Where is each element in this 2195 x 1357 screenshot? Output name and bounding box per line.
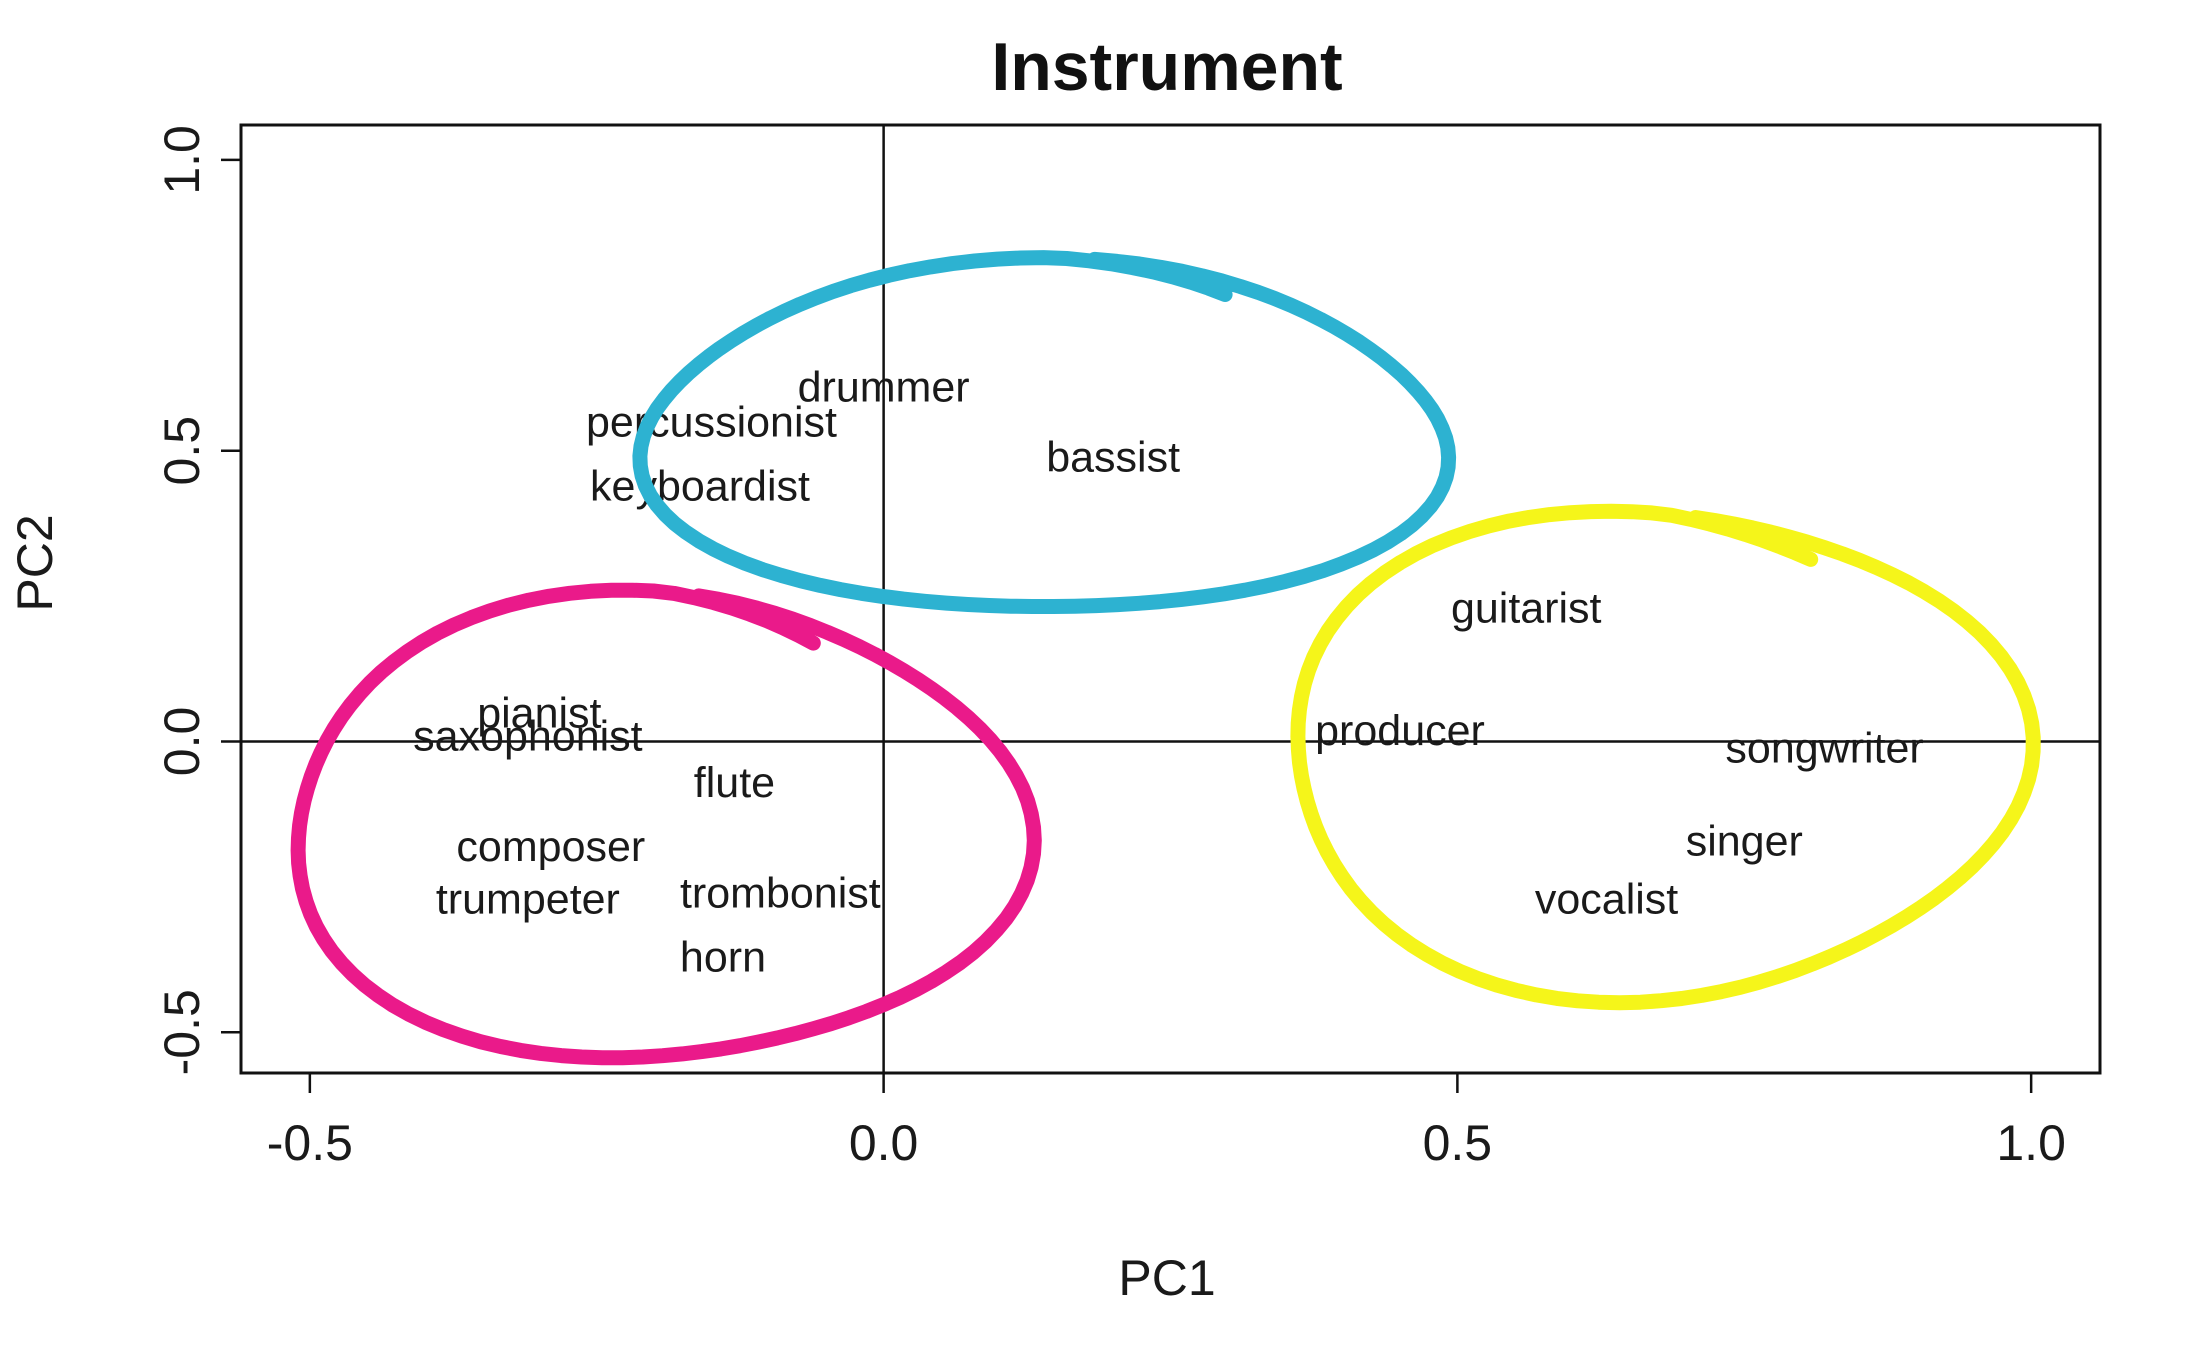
point-label-horn: horn: [680, 934, 766, 982]
point-label-drummer: drummer: [798, 364, 970, 412]
x-axis-label: PC1: [1118, 1250, 1215, 1306]
point-label-songwriter: songwriter: [1725, 724, 1923, 772]
point-label-percussionist: percussionist: [586, 399, 837, 447]
cluster-loop-2: [290, 582, 1042, 1066]
point-label-flute: flute: [694, 759, 775, 807]
y-tick-label: 1.0: [154, 125, 210, 195]
x-tick-label: -0.5: [267, 1115, 353, 1171]
y-tick-label: 0.0: [154, 707, 210, 777]
y-tick-label: 0.5: [154, 416, 210, 486]
chart-title: Instrument: [991, 29, 1342, 105]
point-label-producer: producer: [1315, 707, 1485, 755]
point-label-vocalist: vocalist: [1535, 876, 1678, 924]
point-label-saxophonist: saxophonist: [413, 713, 643, 761]
y-axis-label: PC2: [7, 514, 63, 611]
point-label-pianist: pianist: [477, 689, 601, 737]
cluster-loop-1: [632, 250, 1457, 614]
point-label-singer: singer: [1686, 817, 1803, 865]
point-label-composer: composer: [456, 823, 645, 871]
point-label-trombonist: trombonist: [680, 870, 881, 918]
cluster-annotations: [290, 250, 2041, 1066]
point-label-guitarist: guitarist: [1451, 585, 1602, 633]
point-label-bassist: bassist: [1046, 434, 1180, 482]
x-tick-label: 0.0: [849, 1115, 919, 1171]
x-tick-label: 1.0: [1996, 1115, 2066, 1171]
cluster-loop-3: [1290, 503, 2041, 1011]
point-label-keyboardist: keyboardist: [590, 463, 810, 511]
y-axis: -0.5 0.0 0.5 1.0: [154, 125, 243, 1075]
point-label-trumpeter: trumpeter: [436, 876, 620, 924]
x-axis: -0.5 0.0 0.5 1.0: [267, 1071, 2066, 1171]
y-tick-label: -0.5: [154, 989, 210, 1075]
x-tick-label: 0.5: [1423, 1115, 1493, 1171]
